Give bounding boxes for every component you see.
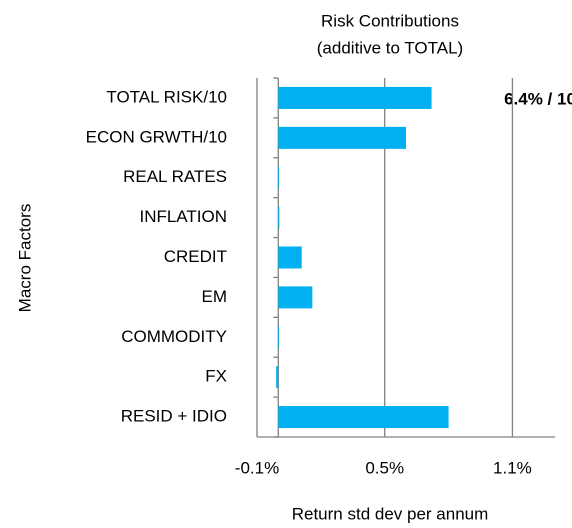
chart-subtitle: (additive to TOTAL) <box>317 38 463 57</box>
y-tick-label: COMMODITY <box>121 327 227 346</box>
x-tick-label: -0.1% <box>235 458 279 477</box>
bar <box>278 86 432 109</box>
y-tick-label: CREDIT <box>164 247 227 266</box>
bar <box>278 166 280 189</box>
bar <box>278 326 280 349</box>
y-axis-label: Macro Factors <box>15 204 34 313</box>
annotation: 6.4% / 10 <box>504 89 572 108</box>
y-tick-label: INFLATION <box>139 207 227 226</box>
x-tick-label: 0.5% <box>365 458 404 477</box>
y-tick-label: REAL RATES <box>123 167 227 186</box>
y-tick-label: FX <box>205 367 227 386</box>
bar <box>278 286 313 309</box>
x-tick-label: 1.1% <box>493 458 532 477</box>
y-tick-label: ECON GRWTH/10 <box>86 127 227 146</box>
bar <box>278 246 302 269</box>
y-tick-label: RESID + IDIO <box>121 407 227 426</box>
chart-title: Risk Contributions <box>321 11 459 30</box>
bar <box>278 206 280 229</box>
bar <box>278 126 406 149</box>
y-tick-label: TOTAL RISK/10 <box>106 87 227 106</box>
y-tick-label: EM <box>202 287 228 306</box>
x-axis-label: Return std dev per annum <box>292 504 489 523</box>
bar <box>278 406 449 429</box>
bar <box>276 366 279 389</box>
